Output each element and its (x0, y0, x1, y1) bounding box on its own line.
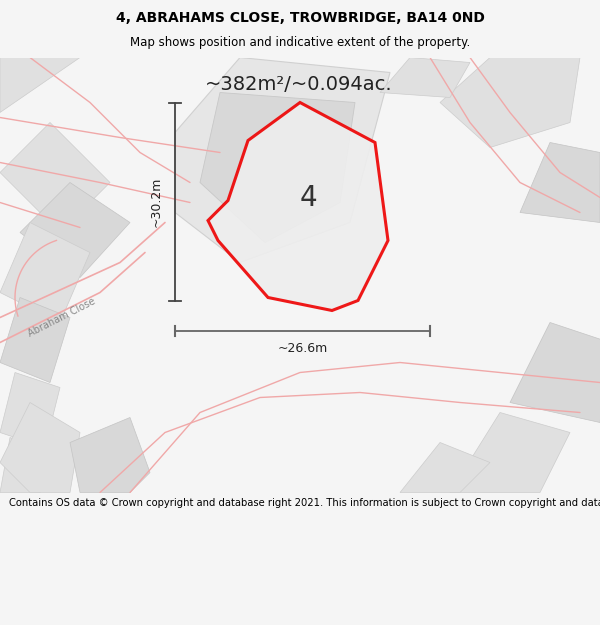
Polygon shape (0, 58, 80, 112)
Text: 4: 4 (299, 184, 317, 211)
Polygon shape (175, 58, 390, 262)
Text: 4, ABRAHAMS CLOSE, TROWBRIDGE, BA14 0ND: 4, ABRAHAMS CLOSE, TROWBRIDGE, BA14 0ND (116, 11, 484, 25)
Polygon shape (0, 298, 70, 382)
Polygon shape (0, 402, 80, 492)
Polygon shape (510, 322, 600, 422)
Polygon shape (400, 442, 490, 493)
Polygon shape (450, 412, 570, 492)
Polygon shape (0, 122, 110, 232)
Text: ~382m²/~0.094ac.: ~382m²/~0.094ac. (205, 75, 392, 94)
Polygon shape (440, 58, 580, 148)
Text: ~26.6m: ~26.6m (277, 342, 328, 356)
Text: Abraham Close: Abraham Close (26, 296, 97, 339)
Polygon shape (0, 372, 60, 448)
Polygon shape (0, 222, 90, 322)
Polygon shape (0, 438, 50, 493)
Polygon shape (380, 58, 470, 98)
Polygon shape (208, 102, 388, 311)
Polygon shape (20, 182, 130, 278)
Text: Map shows position and indicative extent of the property.: Map shows position and indicative extent… (130, 36, 470, 49)
Polygon shape (520, 142, 600, 222)
Polygon shape (200, 92, 355, 242)
Text: Contains OS data © Crown copyright and database right 2021. This information is : Contains OS data © Crown copyright and d… (9, 498, 600, 508)
Text: ~30.2m: ~30.2m (150, 176, 163, 227)
Polygon shape (70, 418, 150, 492)
